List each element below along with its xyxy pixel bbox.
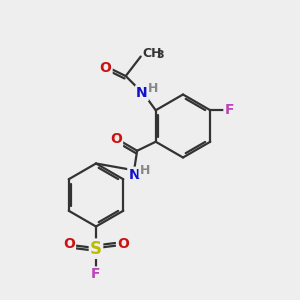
Text: O: O [110, 132, 122, 146]
Text: F: F [224, 103, 234, 117]
Text: O: O [100, 61, 112, 75]
Text: F: F [91, 268, 101, 281]
Text: S: S [90, 240, 102, 258]
Text: O: O [117, 238, 129, 251]
Text: H: H [148, 82, 158, 94]
Text: CH: CH [142, 47, 162, 60]
Text: O: O [63, 238, 75, 251]
Text: N: N [128, 168, 140, 182]
Text: 3: 3 [156, 50, 164, 60]
Text: H: H [140, 164, 150, 177]
Text: N: N [136, 86, 148, 100]
